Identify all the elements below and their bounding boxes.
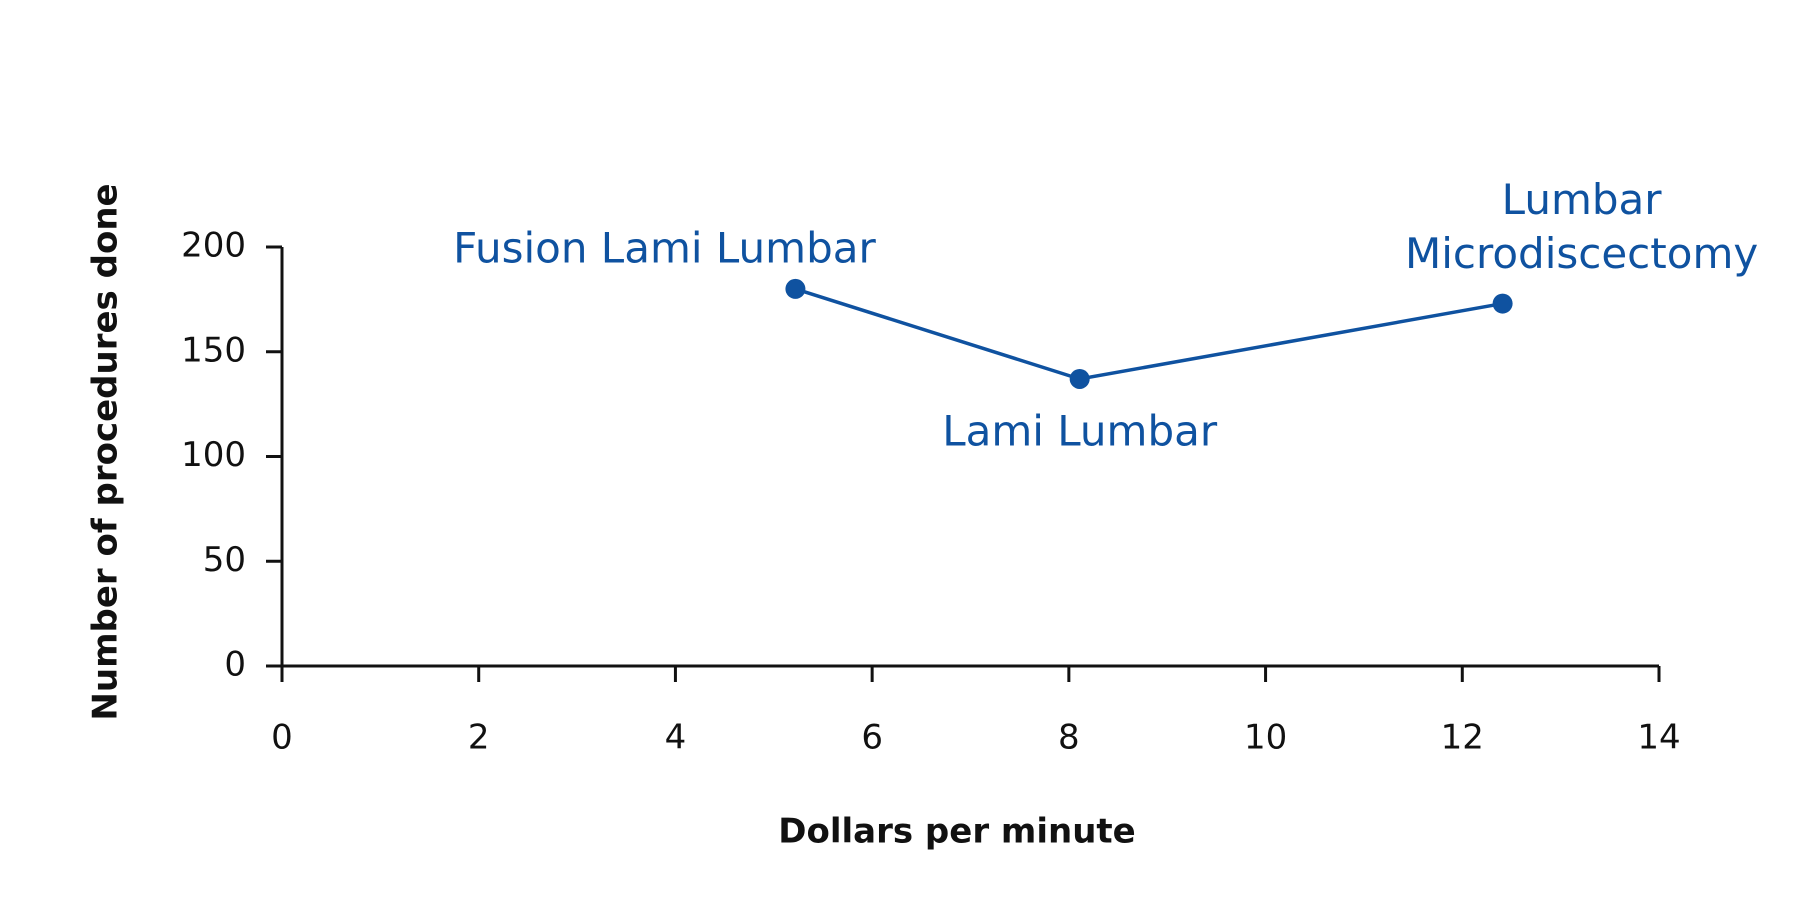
point-label: Microdiscectomy	[1405, 229, 1758, 278]
point	[1492, 293, 1513, 314]
y-axis-title: Number of procedures done	[86, 183, 126, 720]
x-tick-label: 14	[1637, 718, 1680, 758]
y-tick-label: 50	[203, 540, 246, 580]
y-tick-label: 0	[224, 645, 246, 685]
x-axis-title: Dollars per minute	[778, 812, 1135, 852]
x-tick-label: 4	[665, 718, 687, 758]
y-tick-label: 200	[181, 226, 246, 266]
y-tick-label: 150	[181, 330, 246, 370]
point	[1069, 368, 1090, 389]
x-tick-label: 0	[271, 718, 293, 758]
x-tick-label: 2	[468, 718, 490, 758]
point-label: Fusion Lami Lumbar	[453, 223, 876, 272]
series-line	[794, 287, 1503, 381]
x-tick-label: 10	[1244, 718, 1287, 758]
point	[785, 278, 806, 299]
x-tick-label: 12	[1441, 718, 1484, 758]
point-label: Lumbar	[1502, 175, 1663, 224]
x-tick-label: 6	[861, 718, 883, 758]
point-label: Lami Lumbar	[942, 406, 1218, 455]
y-tick-label: 100	[181, 435, 246, 475]
x-tick-label: 8	[1058, 718, 1080, 758]
